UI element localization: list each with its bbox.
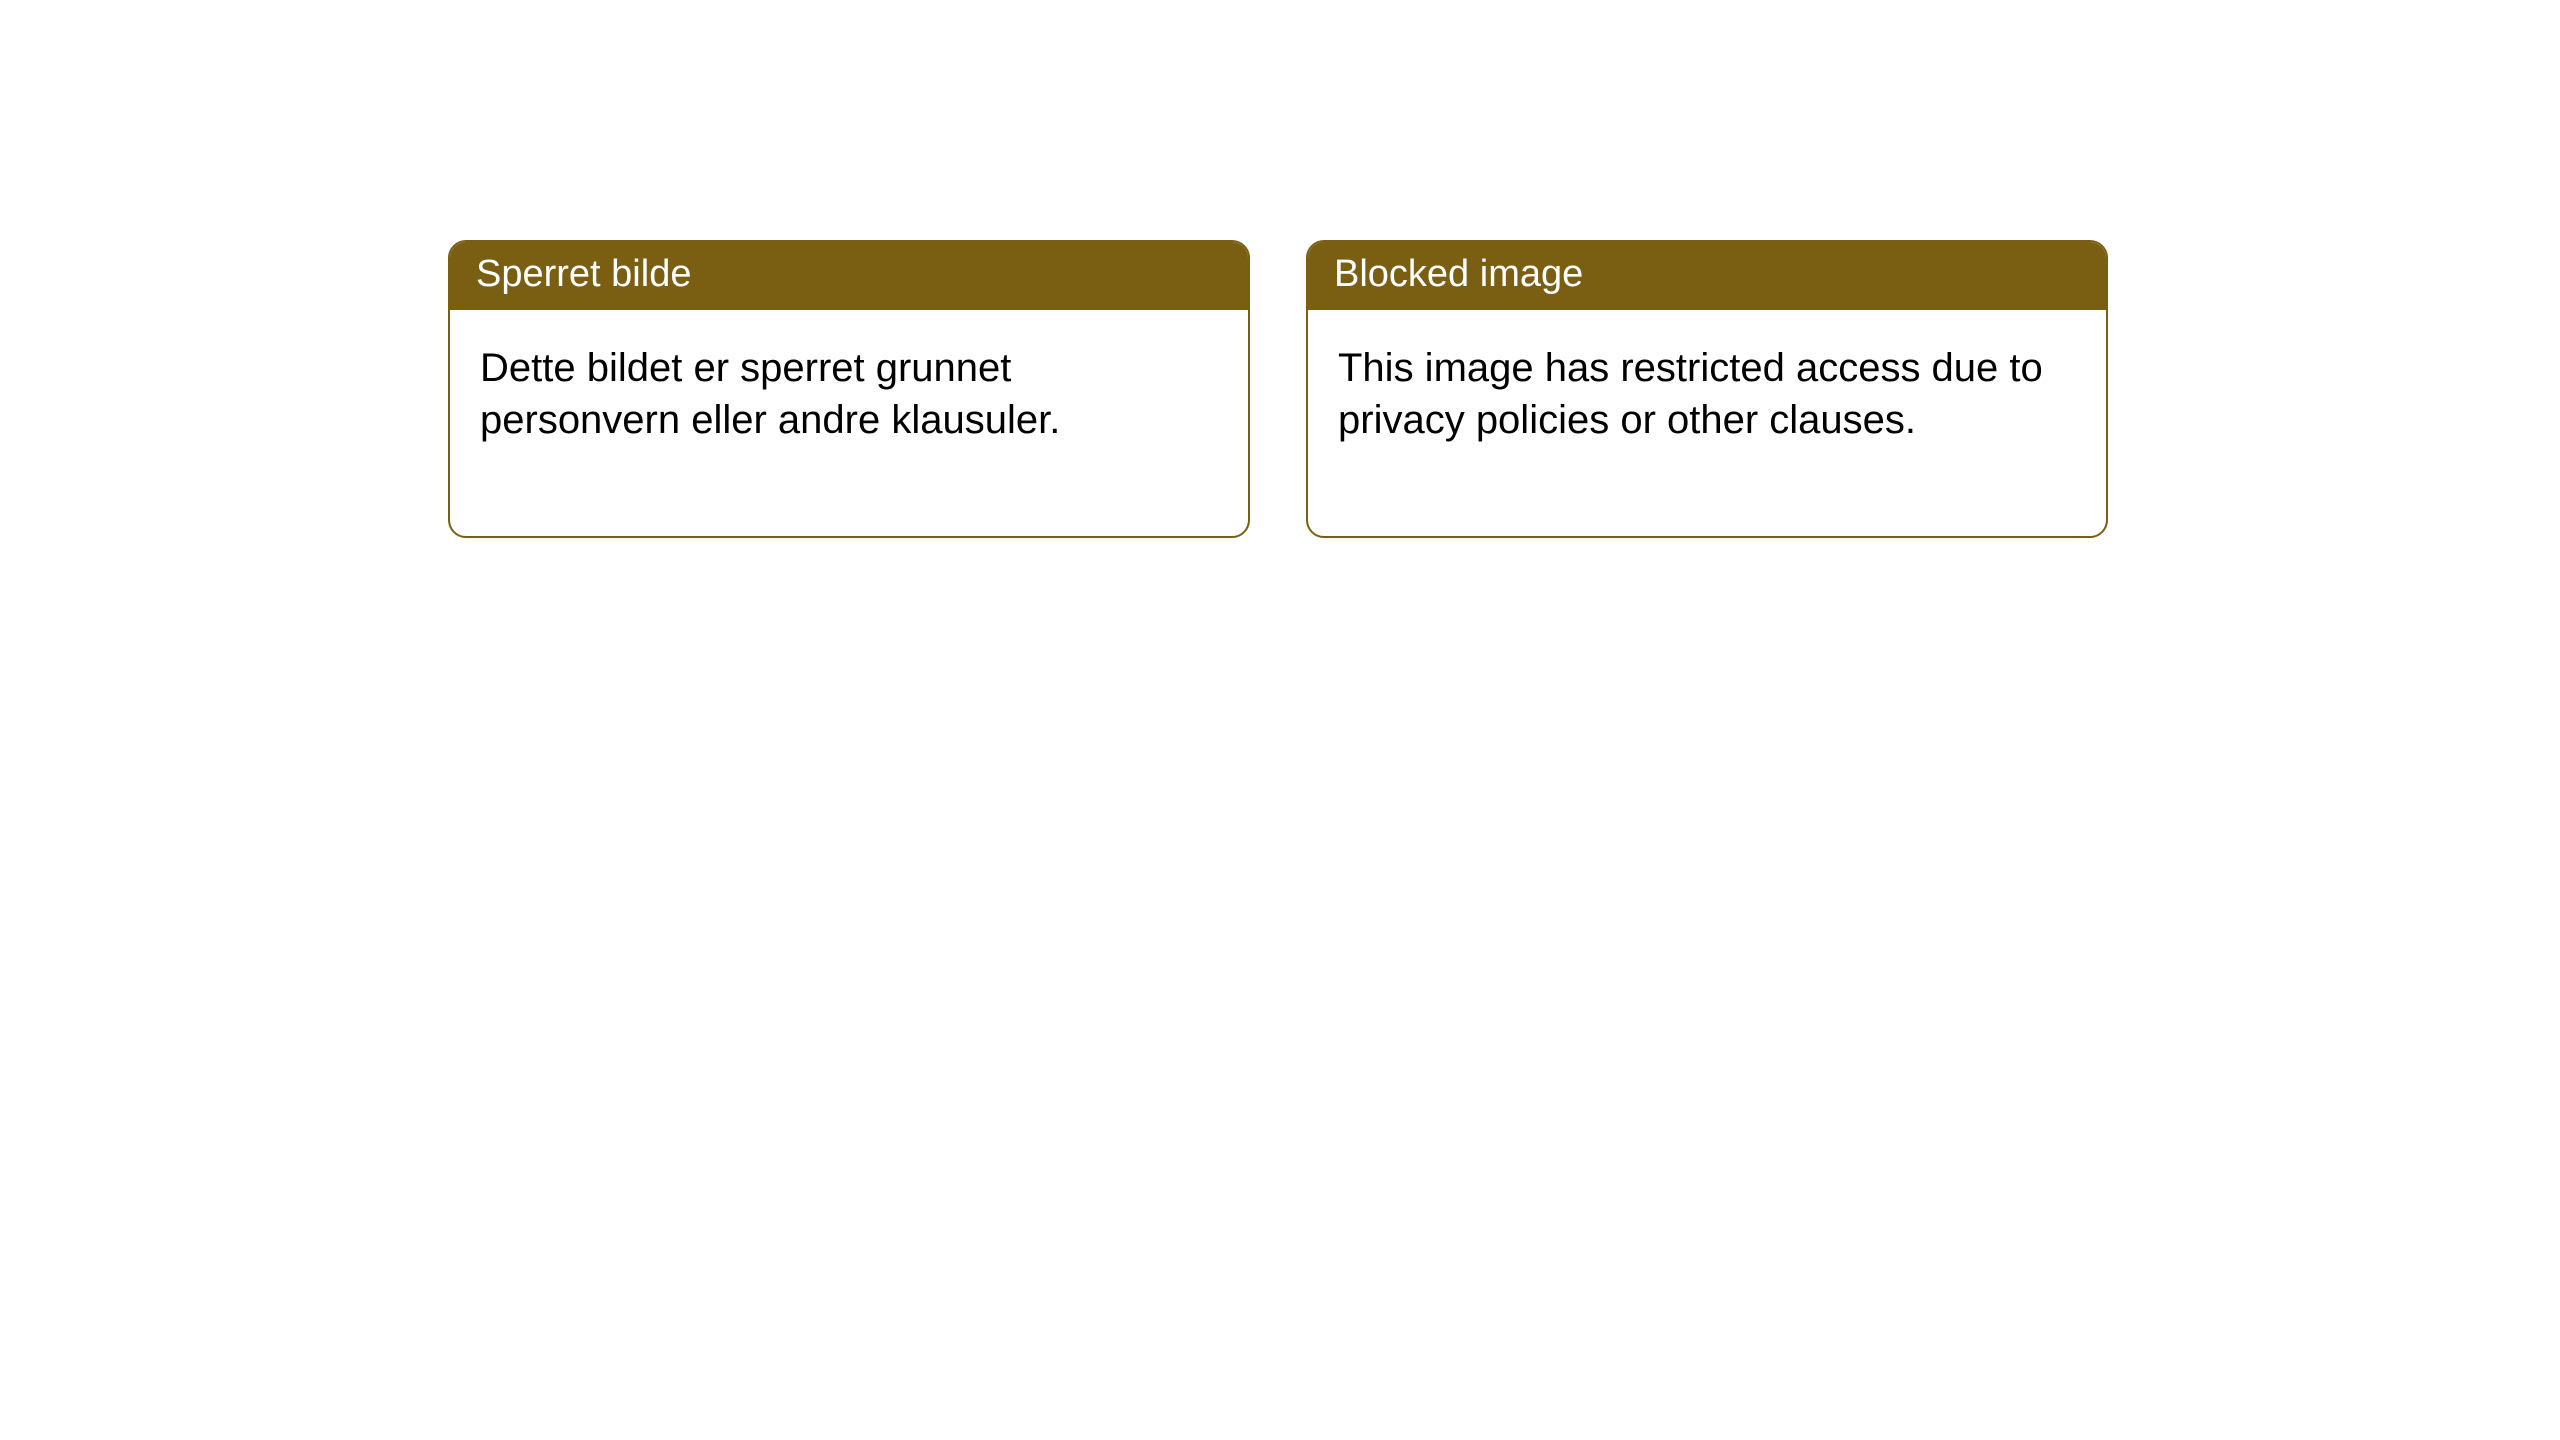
card-body: This image has restricted access due to … [1308, 310, 2106, 536]
card-header: Blocked image [1308, 242, 2106, 310]
notice-container: Sperret bilde Dette bildet er sperret gr… [0, 0, 2560, 538]
blocked-image-card-english: Blocked image This image has restricted … [1306, 240, 2108, 538]
card-body: Dette bildet er sperret grunnet personve… [450, 310, 1248, 536]
card-header: Sperret bilde [450, 242, 1248, 310]
blocked-image-card-norwegian: Sperret bilde Dette bildet er sperret gr… [448, 240, 1250, 538]
